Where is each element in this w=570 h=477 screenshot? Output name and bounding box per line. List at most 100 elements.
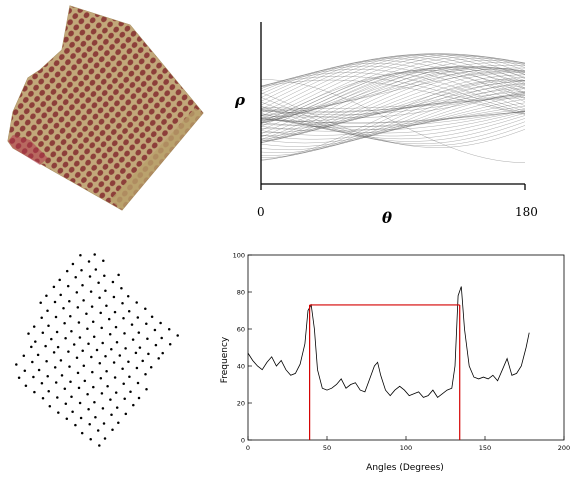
tree-point xyxy=(136,381,140,385)
tree-point xyxy=(135,366,139,370)
tree-rows xyxy=(8,6,203,210)
hough-curve xyxy=(260,58,526,98)
tree-point xyxy=(22,354,26,357)
tree-point xyxy=(34,340,37,343)
tree-point xyxy=(31,360,34,364)
x-tick-label: 150 xyxy=(479,444,491,452)
tree-point xyxy=(45,294,48,297)
tree-point xyxy=(45,359,48,363)
hough-curve xyxy=(260,91,526,118)
tree-points-svg xyxy=(15,253,179,447)
tree-point xyxy=(39,301,42,305)
tree-point xyxy=(63,387,67,390)
tree-point xyxy=(52,351,56,354)
tree-point xyxy=(91,370,94,374)
hough-curve xyxy=(260,55,526,106)
tree-point xyxy=(112,361,116,364)
hough-curve xyxy=(260,53,526,120)
tree-point xyxy=(48,405,52,408)
hough-curve xyxy=(260,91,526,147)
tree-point xyxy=(104,354,107,358)
tree-point xyxy=(146,337,149,341)
tree-point xyxy=(71,262,75,266)
hough-curve xyxy=(260,72,526,114)
tree-point xyxy=(105,304,108,308)
hough-curve xyxy=(260,97,526,109)
tree-point xyxy=(102,259,105,262)
tree-point xyxy=(106,385,109,388)
hough-rho-label: ρ xyxy=(234,91,246,109)
tree-point xyxy=(64,402,68,406)
hough-curve xyxy=(260,65,526,110)
tree-point xyxy=(127,360,130,363)
tree-points-panel xyxy=(0,238,215,477)
tree-point xyxy=(112,295,116,299)
hough-transform-panel: ρ θ 0 180 xyxy=(225,10,570,225)
tree-point xyxy=(81,284,84,287)
tree-point xyxy=(167,327,171,331)
tree-point xyxy=(65,417,69,421)
tree-point xyxy=(86,327,89,330)
tree-point xyxy=(98,362,102,365)
tree-point xyxy=(71,410,74,414)
hough-curve xyxy=(260,60,526,123)
tree-point xyxy=(78,401,82,405)
hough-curve xyxy=(260,53,526,117)
tree-point xyxy=(115,340,119,344)
tree-point xyxy=(111,280,115,284)
tree-point xyxy=(15,363,18,366)
tree-point xyxy=(121,302,124,305)
tree-point xyxy=(69,380,72,383)
x-tick-label: 50 xyxy=(323,444,331,452)
y-tick-label: 80 xyxy=(237,289,245,297)
tree-point xyxy=(141,359,144,363)
tree-point xyxy=(96,429,100,432)
hough-x-max-label: 180 xyxy=(515,205,538,219)
tree-point xyxy=(131,338,135,341)
tree-point xyxy=(36,353,40,357)
hough-curve xyxy=(260,67,526,134)
frequency-y-ticks: 0 20 40 60 80 100 xyxy=(233,252,252,445)
tree-point xyxy=(145,387,148,391)
frequency-plot-frame xyxy=(247,254,565,441)
tree-point xyxy=(118,354,122,357)
hough-curve xyxy=(260,83,526,156)
hough-curve xyxy=(260,79,526,163)
tree-point xyxy=(100,326,103,330)
tree-point xyxy=(63,322,66,325)
hough-curve xyxy=(260,97,526,147)
hough-curve xyxy=(260,58,526,124)
tree-point xyxy=(150,315,154,318)
tree-point xyxy=(123,332,126,335)
tree-point xyxy=(79,253,82,257)
hough-curve xyxy=(260,85,526,153)
hough-curve xyxy=(260,106,526,132)
frequency-peak-markers xyxy=(309,304,461,440)
tree-point xyxy=(37,368,41,372)
tree-point xyxy=(83,379,87,383)
tree-point xyxy=(53,300,57,304)
tree-point xyxy=(157,357,160,360)
tree-point xyxy=(89,290,93,293)
tree-point xyxy=(32,325,36,328)
frequency-x-label: Angles (Degrees) xyxy=(366,463,444,473)
tree-point xyxy=(132,403,135,407)
orchard-photo xyxy=(0,0,215,230)
tree-point xyxy=(56,345,60,349)
tree-point xyxy=(113,376,117,379)
tree-point xyxy=(91,320,95,323)
hough-curve xyxy=(260,106,526,142)
tree-point xyxy=(64,337,67,340)
orchard-photo-svg xyxy=(7,5,204,211)
hough-curve xyxy=(260,66,526,143)
y-tick-label: 60 xyxy=(237,326,245,334)
tree-point xyxy=(126,294,130,298)
tree-point xyxy=(93,253,96,256)
tree-point xyxy=(53,366,57,369)
tree-point xyxy=(101,407,105,410)
tree-point xyxy=(89,438,92,441)
tree-point xyxy=(80,431,84,435)
tree-point xyxy=(105,370,108,373)
frequency-chart-panel: 0 20 40 60 80 100 0 50 100 150 200 Frequency Angl… xyxy=(215,245,570,477)
tree-point xyxy=(75,356,79,360)
